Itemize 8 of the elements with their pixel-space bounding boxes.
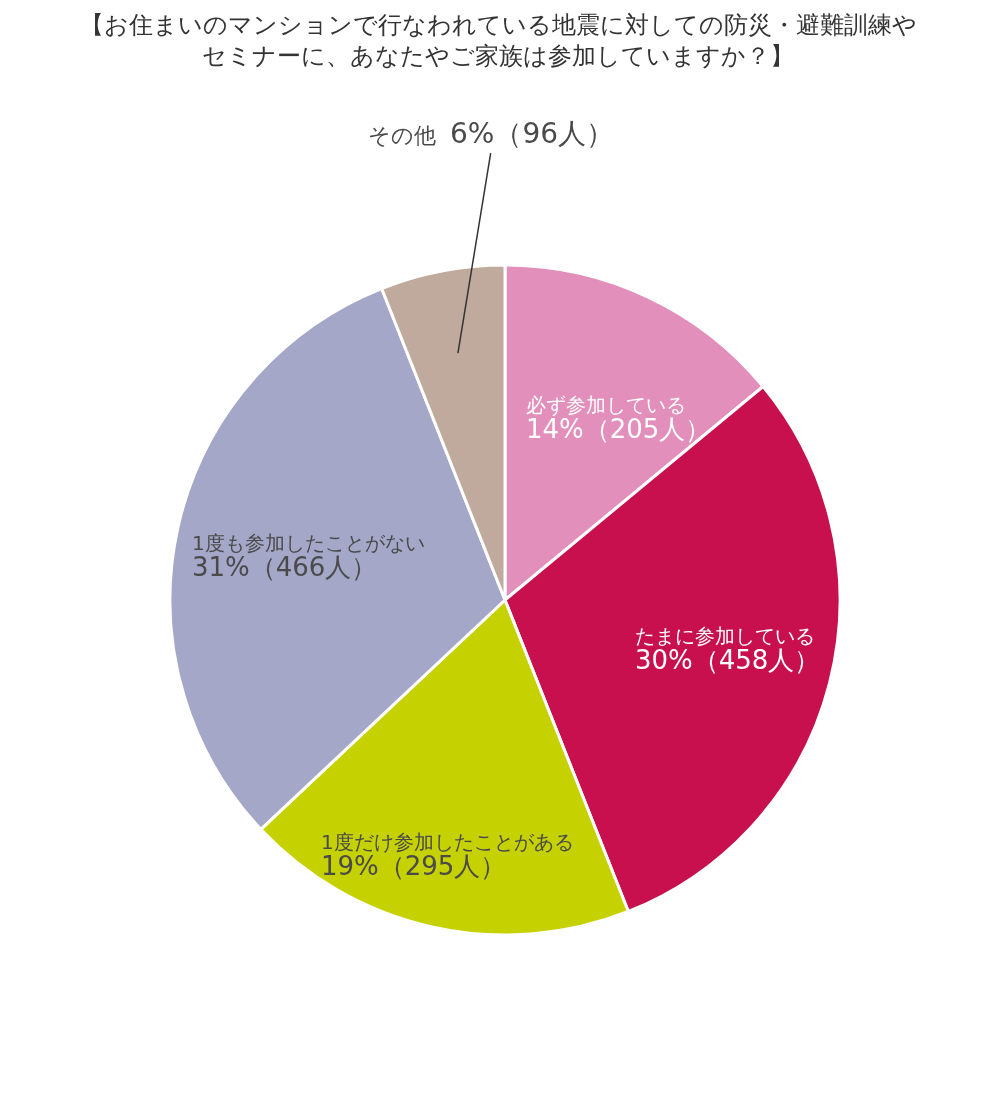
slice-label: たまに参加している [635,624,815,648]
slice-label: その他 [368,123,436,148]
data-label: 6%（96人） [450,117,615,150]
slice-label: 1度も参加したことがない [192,531,425,555]
data-label: 31%（466人） [192,552,378,582]
chart-title: 【お住まいのマンションで行なわれている地震に対しての防災・避難訓練やセミナーに、あなたやご家族は参加していますか？】 [79,10,917,71]
slice-label: 1度だけ参加したことがある [321,830,574,854]
slice-label: 必ず参加している [526,393,686,417]
